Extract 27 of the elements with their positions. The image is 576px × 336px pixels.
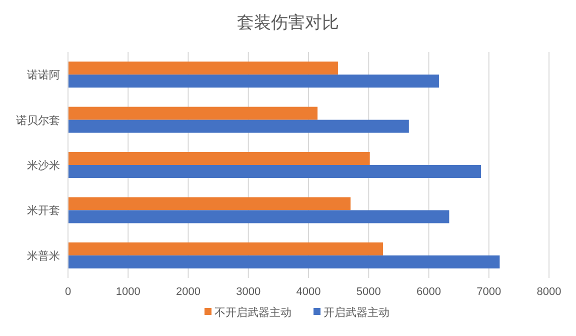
bar (68, 197, 351, 210)
bar (68, 255, 500, 268)
bar (68, 62, 338, 75)
x-tick-label: 7000 (476, 286, 502, 298)
legend-label: 开启武器主动 (324, 306, 390, 319)
x-tick-label: 8000 (536, 286, 562, 298)
x-tick-label: 5000 (356, 286, 381, 298)
bar (68, 242, 384, 256)
bar (68, 120, 409, 133)
chart-title: 套装伤害对比 (237, 13, 339, 32)
x-tick-label: 1000 (116, 286, 140, 298)
y-tick-label: 米普米 (27, 249, 60, 262)
bar (68, 210, 450, 224)
y-tick-label: 米开套 (27, 204, 60, 218)
y-tick-label: 米沙米 (27, 159, 60, 172)
x-tick-label: 4000 (296, 286, 321, 298)
bar (68, 106, 318, 120)
y-tick-label: 诺贝尔套 (16, 114, 60, 127)
legend-label: 不开启武器主动 (214, 306, 292, 319)
x-tick-label: 2000 (176, 286, 200, 298)
y-tick-label: 诺诺阿 (27, 68, 60, 82)
x-tick-label: 0 (64, 286, 72, 298)
bar (68, 165, 482, 178)
bar (68, 152, 370, 165)
x-tick-label: 6000 (416, 286, 441, 298)
bar (68, 74, 439, 88)
x-tick-label: 3000 (236, 286, 261, 298)
